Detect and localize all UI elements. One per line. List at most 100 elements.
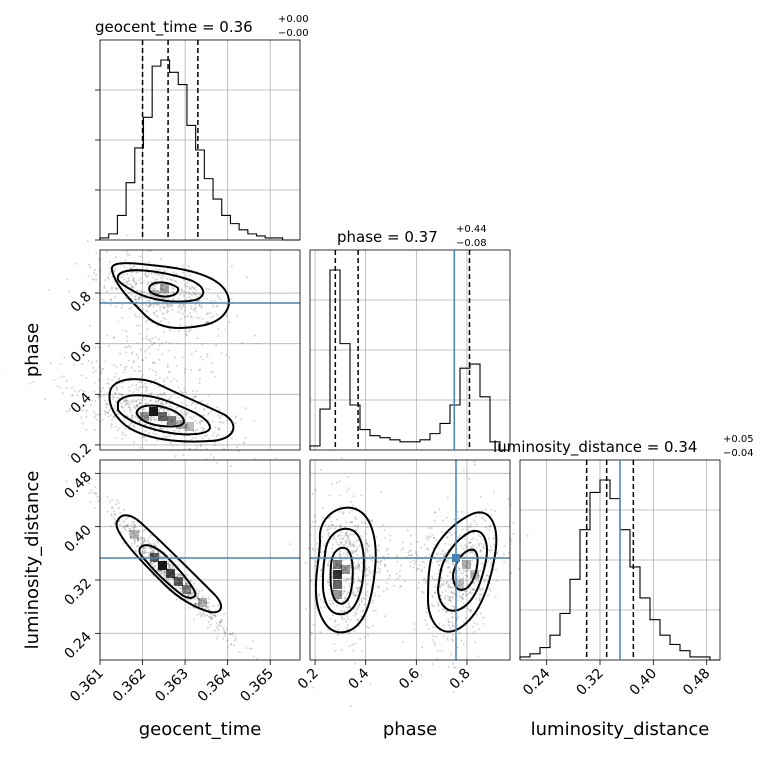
scatter-point (100, 371, 103, 374)
scatter-point (473, 460, 476, 463)
scatter-point (196, 389, 198, 392)
scatter-point (349, 563, 352, 566)
scatter-point (310, 579, 313, 582)
scatter-point (353, 642, 356, 645)
scatter-point (462, 569, 465, 572)
scatter-point (178, 323, 181, 326)
scatter-point (195, 437, 198, 440)
scatter-point (389, 574, 391, 577)
scatter-point (106, 510, 109, 513)
scatter-point (136, 531, 139, 534)
scatter-point (444, 552, 446, 555)
scatter-point (213, 456, 215, 459)
scatter-point (356, 590, 359, 593)
scatter-point (354, 516, 357, 519)
scatter-point (118, 520, 121, 523)
scatter-point (190, 294, 193, 296)
scatter-point (149, 561, 152, 564)
scatter-point (216, 294, 219, 297)
scatter-point (160, 274, 163, 277)
scatter-point (355, 524, 357, 527)
scatter-point (319, 551, 322, 554)
scatter-point (116, 396, 119, 399)
scatter-point (479, 550, 482, 553)
scatter-point (141, 550, 144, 553)
scatter-point (425, 624, 428, 627)
scatter-point (345, 620, 348, 623)
scatter-point (238, 450, 240, 453)
scatter-point (216, 406, 219, 409)
scatter-point (458, 631, 461, 634)
scatter-point (446, 536, 449, 539)
scatter-point (358, 558, 361, 561)
scatter-point (160, 402, 163, 405)
scatter-point (354, 611, 357, 614)
scatter-point (140, 297, 142, 299)
scatter-point (187, 585, 190, 588)
scatter-point (101, 387, 104, 390)
scatter-point (447, 618, 450, 621)
scatter-point (125, 397, 128, 400)
truth-marker (452, 554, 460, 562)
scatter-point (341, 569, 344, 571)
scatter-point (163, 306, 166, 309)
scatter-point (94, 413, 97, 416)
scatter-point (339, 591, 342, 594)
scatter-point (160, 288, 163, 291)
scatter-point (114, 518, 117, 521)
scatter-point (341, 611, 344, 614)
scatter-point (118, 377, 121, 380)
scatter-point (447, 584, 450, 587)
scatter-point (142, 308, 145, 311)
scatter-point (148, 416, 151, 419)
scatter-point (165, 402, 168, 405)
scatter-point (462, 581, 465, 584)
scatter-point (103, 285, 106, 288)
scatter-point (213, 443, 216, 446)
scatter-point (150, 393, 153, 396)
scatter-point (62, 392, 65, 395)
scatter-point (441, 591, 444, 594)
scatter-point (446, 639, 449, 641)
scatter-point (183, 290, 186, 293)
title-geocent-time-value: geocent_time = 0.36 (95, 18, 253, 37)
scatter-point (154, 544, 157, 547)
scatter-point (198, 317, 201, 320)
scatter-point (189, 592, 192, 595)
scatter-point (377, 585, 380, 588)
scatter-point (165, 311, 168, 314)
scatter-point (485, 574, 488, 577)
scatter-point (452, 586, 455, 589)
scatter-point (135, 282, 137, 285)
scatter-point (135, 353, 138, 356)
scatter-point (186, 285, 189, 288)
contour-left-mid (321, 527, 365, 616)
scatter-point (431, 639, 434, 641)
xtick-label-luminosity_distance-3: 0.48 (680, 666, 713, 699)
scatter-point (115, 387, 118, 390)
scatter-point (440, 531, 443, 534)
scatter-point (342, 572, 345, 575)
scatter-point (354, 595, 357, 598)
scatter-point (190, 438, 193, 441)
scatter-point (230, 265, 233, 268)
scatter-point (490, 514, 493, 517)
scatter-point (450, 612, 453, 615)
scatter-point (170, 405, 173, 408)
scatter-point (110, 513, 113, 516)
scatter-point (155, 569, 158, 572)
scatter-point (201, 420, 204, 423)
scatter-point (447, 586, 450, 589)
scatter-point (420, 568, 423, 571)
scatter-point (473, 581, 476, 584)
scatter-point (163, 270, 166, 273)
scatter-point (453, 518, 456, 521)
scatter-point (141, 373, 144, 376)
scatter-point (349, 541, 352, 544)
scatter-point (116, 499, 119, 502)
scatter-point (338, 494, 341, 497)
scatter-point (123, 524, 126, 527)
scatter-point (162, 570, 165, 573)
scatter-point (342, 553, 345, 556)
scatter-point (204, 435, 207, 438)
